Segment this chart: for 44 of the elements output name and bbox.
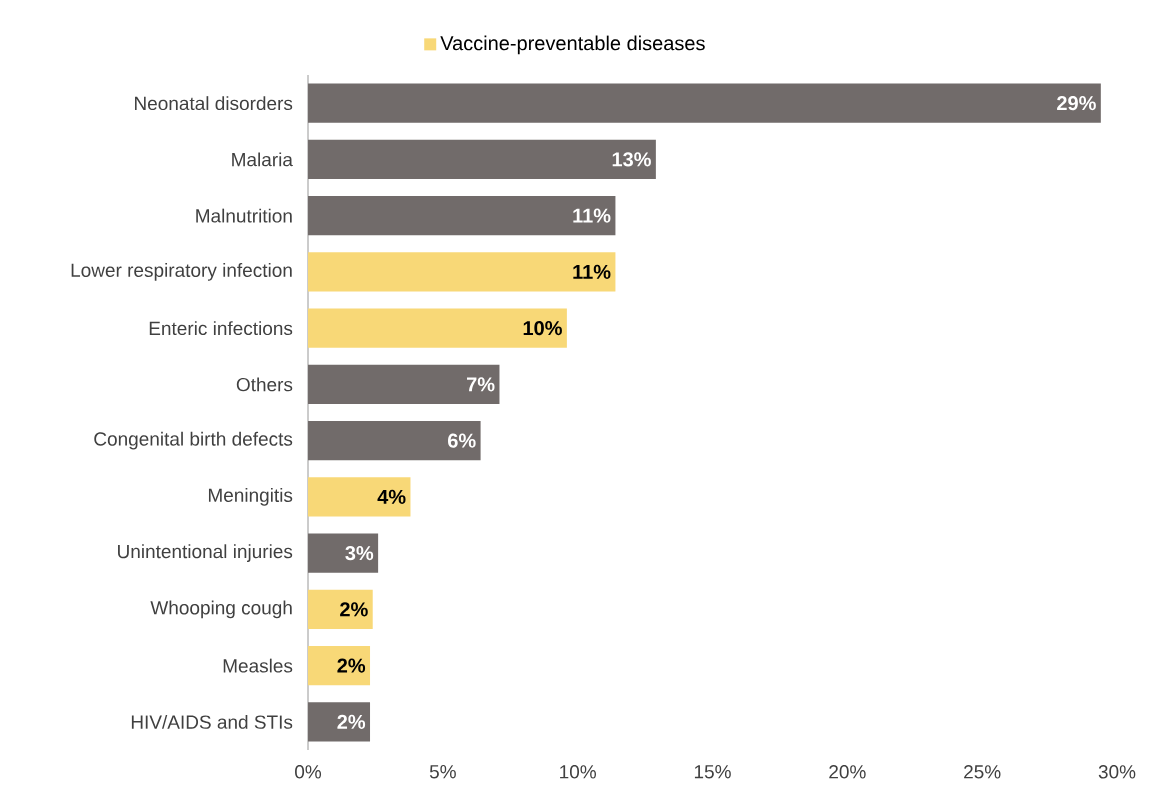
data-label: 11% [573, 208, 611, 223]
bar [308, 645, 371, 686]
data-label: 11% [573, 264, 611, 279]
bar [308, 364, 500, 405]
bar [308, 308, 567, 348]
y-tick-label: Unintentional injuries [118, 544, 293, 562]
x-tick-label: 25% [964, 765, 1001, 779]
x-tick-label: 30% [1098, 765, 1136, 779]
y-tick-label: HIV/AIDS and STIs [131, 714, 293, 729]
y-tick-label: Whooping cough [150, 600, 292, 619]
x-tick-label: 10% [560, 765, 596, 779]
y-tick-label: Lower respiratory infection [71, 263, 292, 281]
bar [308, 702, 371, 742]
y-tick-label: Enteric infections [149, 321, 293, 336]
x-tick-label: 15% [694, 765, 731, 779]
bar [308, 533, 379, 573]
data-label: 13% [612, 152, 651, 167]
y-tick-label: Malnutrition [196, 208, 292, 223]
data-label: 10% [523, 321, 562, 336]
y-tick-label: Measles [223, 658, 293, 673]
y-tick-label: Others [236, 377, 293, 392]
y-tick-label: Congenital birth defects [94, 431, 293, 450]
x-tick-label: 0% [295, 765, 322, 779]
y-tick-label: Meningitis [208, 488, 293, 506]
bar [308, 139, 656, 180]
y-tick-label: Neonatal disorders [135, 96, 293, 111]
bar [308, 420, 481, 461]
bar [308, 477, 411, 517]
bar [308, 252, 616, 292]
legend-label: Vaccine-preventable diseases [440, 35, 705, 55]
x-tick-label: 5% [429, 765, 456, 779]
data-label: 7% [467, 377, 495, 392]
data-label: 2% [340, 602, 368, 617]
data-label: 29% [1057, 96, 1096, 111]
bar [308, 195, 616, 236]
data-label: 2% [337, 658, 366, 673]
bar [308, 589, 373, 630]
x-tick-label: 20% [829, 765, 866, 779]
data-label: 6% [448, 433, 476, 448]
bar [308, 83, 1101, 123]
y-tick-label: Malaria [232, 152, 293, 167]
data-label: 3% [345, 546, 374, 561]
data-label: 2% [337, 714, 366, 729]
data-label: 4% [377, 489, 406, 504]
